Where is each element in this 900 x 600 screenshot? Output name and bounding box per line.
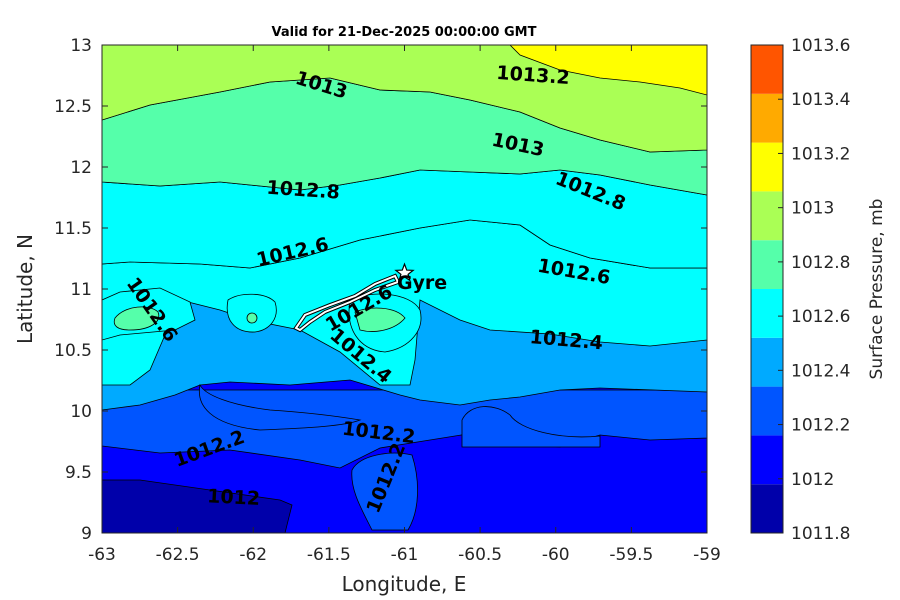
band-1013 — [102, 45, 707, 153]
colorbar-swatch — [751, 45, 783, 94]
colorbar-swatch — [751, 191, 783, 241]
colorbar-frame — [750, 44, 784, 534]
x-tick-label: -63 — [88, 545, 116, 565]
x-tick-label: -59 — [693, 545, 721, 565]
colorbar-tick-label: 1012.2 — [791, 416, 850, 436]
colorbar-label: Surface Pressure, mb — [867, 199, 887, 380]
colorbar-tick-label: 1012.4 — [791, 361, 850, 381]
y-tick-label: 12 — [70, 158, 92, 178]
x-axis-label: Longitude, E — [342, 572, 467, 596]
x-tick-label: -61 — [391, 545, 419, 565]
annotations: Gyre — [397, 272, 447, 294]
colorbar-swatch — [751, 435, 783, 485]
band-1011.8 — [102, 479, 293, 533]
colorbar-swatch — [751, 93, 783, 143]
colorbar: 1011.8 1012 1012.2 1012.4 1012.6 1012.8 1013 10… — [750, 36, 850, 544]
x-tick-label: -59.5 — [609, 545, 653, 565]
colorbar-swatch — [751, 386, 783, 436]
colorbar-swatch — [751, 240, 783, 289]
colorbar-tick-label: 1012.6 — [791, 307, 850, 327]
band-1012.2-pocket — [351, 452, 418, 531]
colorbar-tick-label: 1012.8 — [791, 253, 850, 273]
gyre-boundary — [294, 274, 400, 332]
colorbar-tick-label: 1013.2 — [791, 144, 850, 164]
y-tick-label: 10 — [70, 402, 92, 422]
y-axis: 9 9.5 10 10.5 11 11.5 12 12.5 13 — [54, 36, 707, 544]
x-tick-label: -61.5 — [307, 545, 351, 565]
x-axis: -63 -62.5 -62 -61.5 -61 -60.5 -60 -59.5 -59 — [88, 45, 721, 565]
contour-label: 1012 — [207, 485, 261, 510]
contour-label: 1012.8 — [266, 177, 341, 204]
colorbar-tick-label: 1012 — [791, 470, 834, 490]
band-1012.8-west — [113, 306, 160, 331]
band-1012.2-bump — [461, 406, 601, 448]
y-tick-label: 9 — [81, 524, 92, 544]
y-tick-label: 9.5 — [65, 463, 92, 483]
x-tick-label: -62.5 — [156, 545, 200, 565]
band-1012.2-lobe — [198, 383, 362, 431]
y-tick-label: 11 — [70, 280, 92, 300]
star-icon — [394, 262, 415, 282]
star-marker — [394, 262, 415, 282]
x-tick-label: -60.5 — [458, 545, 502, 565]
band-1012.8-center — [354, 307, 406, 332]
x-tick-label: -62 — [239, 545, 267, 565]
colorbar-swatch — [751, 142, 783, 192]
y-tick-label: 10.5 — [54, 341, 92, 361]
contour-fill-group — [102, 45, 707, 533]
gyre-label: Gyre — [397, 272, 447, 294]
colorbar-tick-label: 1011.8 — [791, 524, 850, 544]
y-axis-label: Latitude, N — [13, 234, 37, 344]
contour-label: 1013.2 — [496, 62, 571, 89]
colorbar-tick-label: 1013.6 — [791, 36, 850, 56]
colorbar-swatch — [751, 337, 783, 387]
colorbar-tick-label: 1013 — [791, 199, 834, 219]
band-1012.8-dot — [246, 312, 258, 324]
band-1013.2 — [509, 45, 707, 96]
y-tick-label: 11.5 — [54, 219, 92, 239]
y-tick-label: 13 — [70, 36, 92, 56]
colorbar-swatch — [751, 484, 783, 533]
chart-title: Valid for 21-Dec-2025 00:00:00 GMT — [272, 25, 537, 40]
colorbar-swatch — [751, 289, 783, 338]
y-tick-label: 12.5 — [54, 97, 92, 117]
colorbar-tick-label: 1013.4 — [791, 90, 850, 110]
x-tick-label: -60 — [542, 545, 570, 565]
